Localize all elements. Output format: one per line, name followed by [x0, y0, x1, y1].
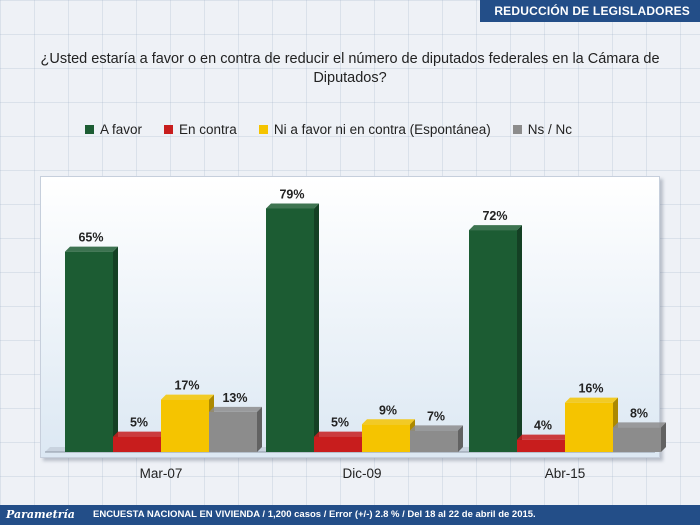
data-label-ni-a-favor-ni-en-contra-espont-nea-mar-07: 17%	[174, 379, 199, 393]
bar-top-ni-a-favor-ni-en-contra-espont-nea-mar-07	[161, 394, 214, 400]
legend-item-a-favor: A favor	[85, 120, 142, 138]
bar-top-en-contra-mar-07	[113, 431, 166, 437]
data-label-ni-a-favor-ni-en-contra-espont-nea-abr-15: 16%	[578, 382, 603, 396]
plot-area	[40, 176, 660, 458]
bar-side-ns-nc-dic-09	[458, 425, 463, 452]
data-label-en-contra-mar-07: 5%	[130, 416, 148, 430]
bar-side-a-favor-mar-07	[113, 246, 118, 452]
footer-bar: Parametría ENCUESTA NACIONAL EN VIVIENDA…	[0, 505, 700, 525]
legend-label: En contra	[179, 121, 237, 137]
bar-top-en-contra-dic-09	[314, 431, 367, 437]
bar-top-ns-nc-abr-15	[613, 422, 666, 428]
header-bar: REDUCCIÓN DE LEGISLADORES	[480, 0, 700, 22]
footer-logo: Parametría	[6, 508, 75, 521]
x-tick-label-mar-07: Mar-07	[140, 466, 183, 481]
legend-item-en-contra: En contra	[164, 120, 237, 138]
legend-label: Ni a favor ni en contra (Espontánea)	[273, 121, 491, 137]
data-label-a-favor-abr-15: 72%	[482, 209, 507, 223]
legend-item-ns-nc: Ns / Nc	[512, 120, 572, 138]
data-label-ni-a-favor-ni-en-contra-espont-nea-dic-09: 9%	[379, 403, 397, 417]
bar-a-favor-abr-15	[469, 230, 517, 452]
bar-top-a-favor-mar-07	[65, 246, 118, 252]
bar-top-ni-a-favor-ni-en-contra-espont-nea-dic-09	[362, 419, 415, 425]
data-label-en-contra-dic-09: 5%	[331, 416, 349, 430]
bar-top-a-favor-dic-09	[266, 203, 319, 209]
bar-a-favor-mar-07	[65, 251, 113, 452]
bar-side-ns-nc-mar-07	[257, 406, 262, 452]
data-label-ns-nc-abr-15: 8%	[630, 406, 648, 420]
data-label-en-contra-abr-15: 4%	[534, 419, 552, 433]
bar-top-ns-nc-mar-07	[209, 406, 262, 412]
footer-source-text: ENCUESTA NACIONAL EN VIVIENDA / 1,200 ca…	[93, 509, 536, 520]
legend-label: Ns / Nc	[527, 121, 572, 137]
chart-title: ¿Usted estaría a favor o en contra de re…	[40, 51, 660, 86]
data-label-a-favor-mar-07: 65%	[78, 231, 103, 245]
bar-a-favor-dic-09	[266, 208, 314, 452]
bar-side-ns-nc-abr-15	[661, 422, 666, 452]
bar-ni-a-favor-ni-en-contra-espont-nea-abr-15	[565, 402, 613, 452]
x-tick-label-abr-15: Abr-15	[545, 466, 586, 481]
data-label-ns-nc-mar-07: 13%	[222, 391, 247, 405]
bar-top-ni-a-favor-ni-en-contra-espont-nea-abr-15	[565, 397, 618, 403]
bar-ns-nc-dic-09	[410, 430, 458, 452]
bar-top-en-contra-abr-15	[517, 434, 570, 440]
data-label-ns-nc-dic-09: 7%	[427, 409, 445, 423]
data-label-a-favor-dic-09: 79%	[279, 187, 304, 201]
bar-top-a-favor-abr-15	[469, 225, 522, 231]
bar-en-contra-mar-07	[113, 436, 161, 452]
bar-top-ns-nc-dic-09	[410, 425, 463, 431]
bar-en-contra-dic-09	[314, 436, 362, 452]
chart-legend: A favor En contra Ni a favor ni en contr…	[85, 120, 645, 138]
legend-label: A favor	[100, 121, 143, 137]
legend-swatch	[512, 124, 522, 134]
bar-ns-nc-mar-07	[209, 411, 257, 452]
legend-swatch	[258, 124, 268, 134]
bar-side-a-favor-abr-15	[517, 225, 522, 452]
header-title: REDUCCIÓN DE LEGISLADORES	[494, 4, 690, 18]
legend-swatch	[164, 124, 174, 134]
legend-item-ni-a-favor: Ni a favor ni en contra (Espontánea)	[258, 120, 491, 138]
bar-ni-a-favor-ni-en-contra-espont-nea-mar-07	[161, 399, 209, 452]
bar-ns-nc-abr-15	[613, 427, 661, 452]
bar-ni-a-favor-ni-en-contra-espont-nea-dic-09	[362, 424, 410, 452]
legend-swatch	[85, 124, 94, 134]
bar-side-a-favor-dic-09	[314, 203, 319, 452]
bar-en-contra-abr-15	[517, 439, 565, 452]
x-tick-label-dic-09: Dic-09	[342, 466, 381, 481]
